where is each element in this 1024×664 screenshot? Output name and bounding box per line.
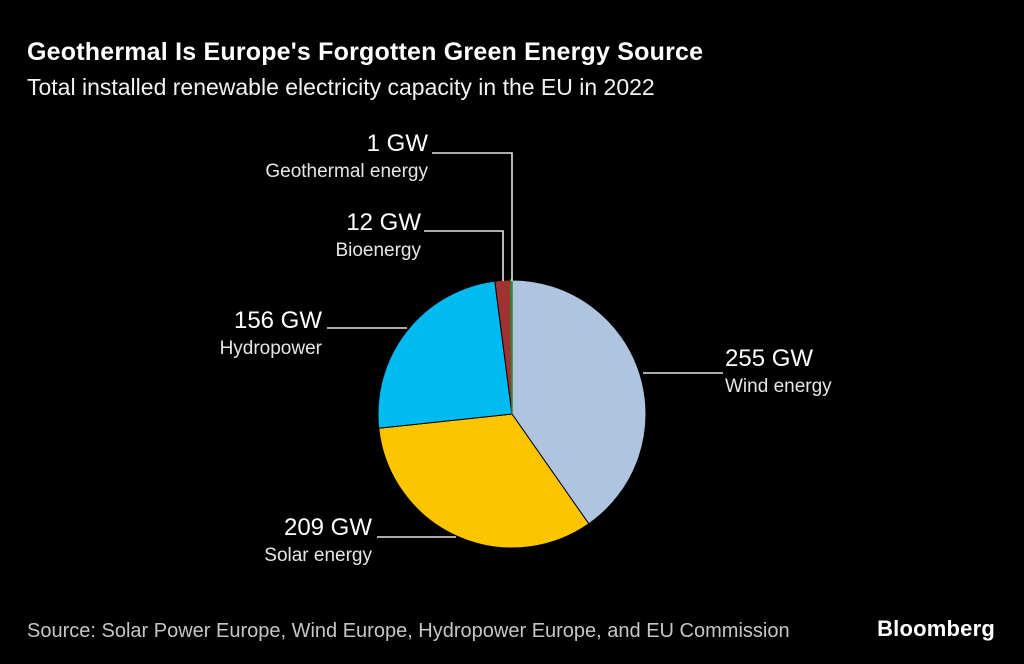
source-text: Source: Solar Power Europe, Wind Europe,…	[27, 620, 790, 642]
bioenergy-leader-line	[424, 230, 504, 281]
wind-label: 255 GW Wind energy	[725, 344, 832, 400]
geothermal-label: 1 GW Geothermal energy	[265, 129, 428, 185]
hydropower-value: 156 GW	[233, 307, 322, 334]
geothermal-leader-line	[432, 152, 513, 281]
geothermal-value: 1 GW	[366, 130, 428, 157]
wind-name: Wind energy	[725, 376, 832, 397]
solar-energy-slice	[378, 413, 590, 549]
hydropower-label: 156 GW Hydropower	[220, 306, 322, 362]
solar-name: Solar energy	[264, 545, 372, 566]
page-subtitle: Total installed renewable electricity ca…	[27, 74, 655, 100]
wind-energy-slice	[511, 279, 647, 525]
pie-slices	[377, 279, 647, 549]
solar-label: 209 GW Solar energy	[264, 513, 372, 569]
geothermal-name: Geothermal energy	[265, 161, 428, 182]
bioenergy-value: 12 GW	[346, 209, 421, 236]
bloomberg-logo: Bloomberg	[877, 616, 995, 641]
bioenergy-label: 12 GW Bioenergy	[335, 208, 421, 264]
hydropower-slice	[377, 280, 513, 429]
hydropower-name: Hydropower	[219, 338, 322, 359]
bioenergy-name: Bioenergy	[335, 240, 421, 261]
wind-value: 255 GW	[725, 345, 814, 372]
page-title: Geothermal Is Europe's Forgotten Green E…	[27, 38, 704, 66]
solar-value: 209 GW	[283, 514, 372, 541]
